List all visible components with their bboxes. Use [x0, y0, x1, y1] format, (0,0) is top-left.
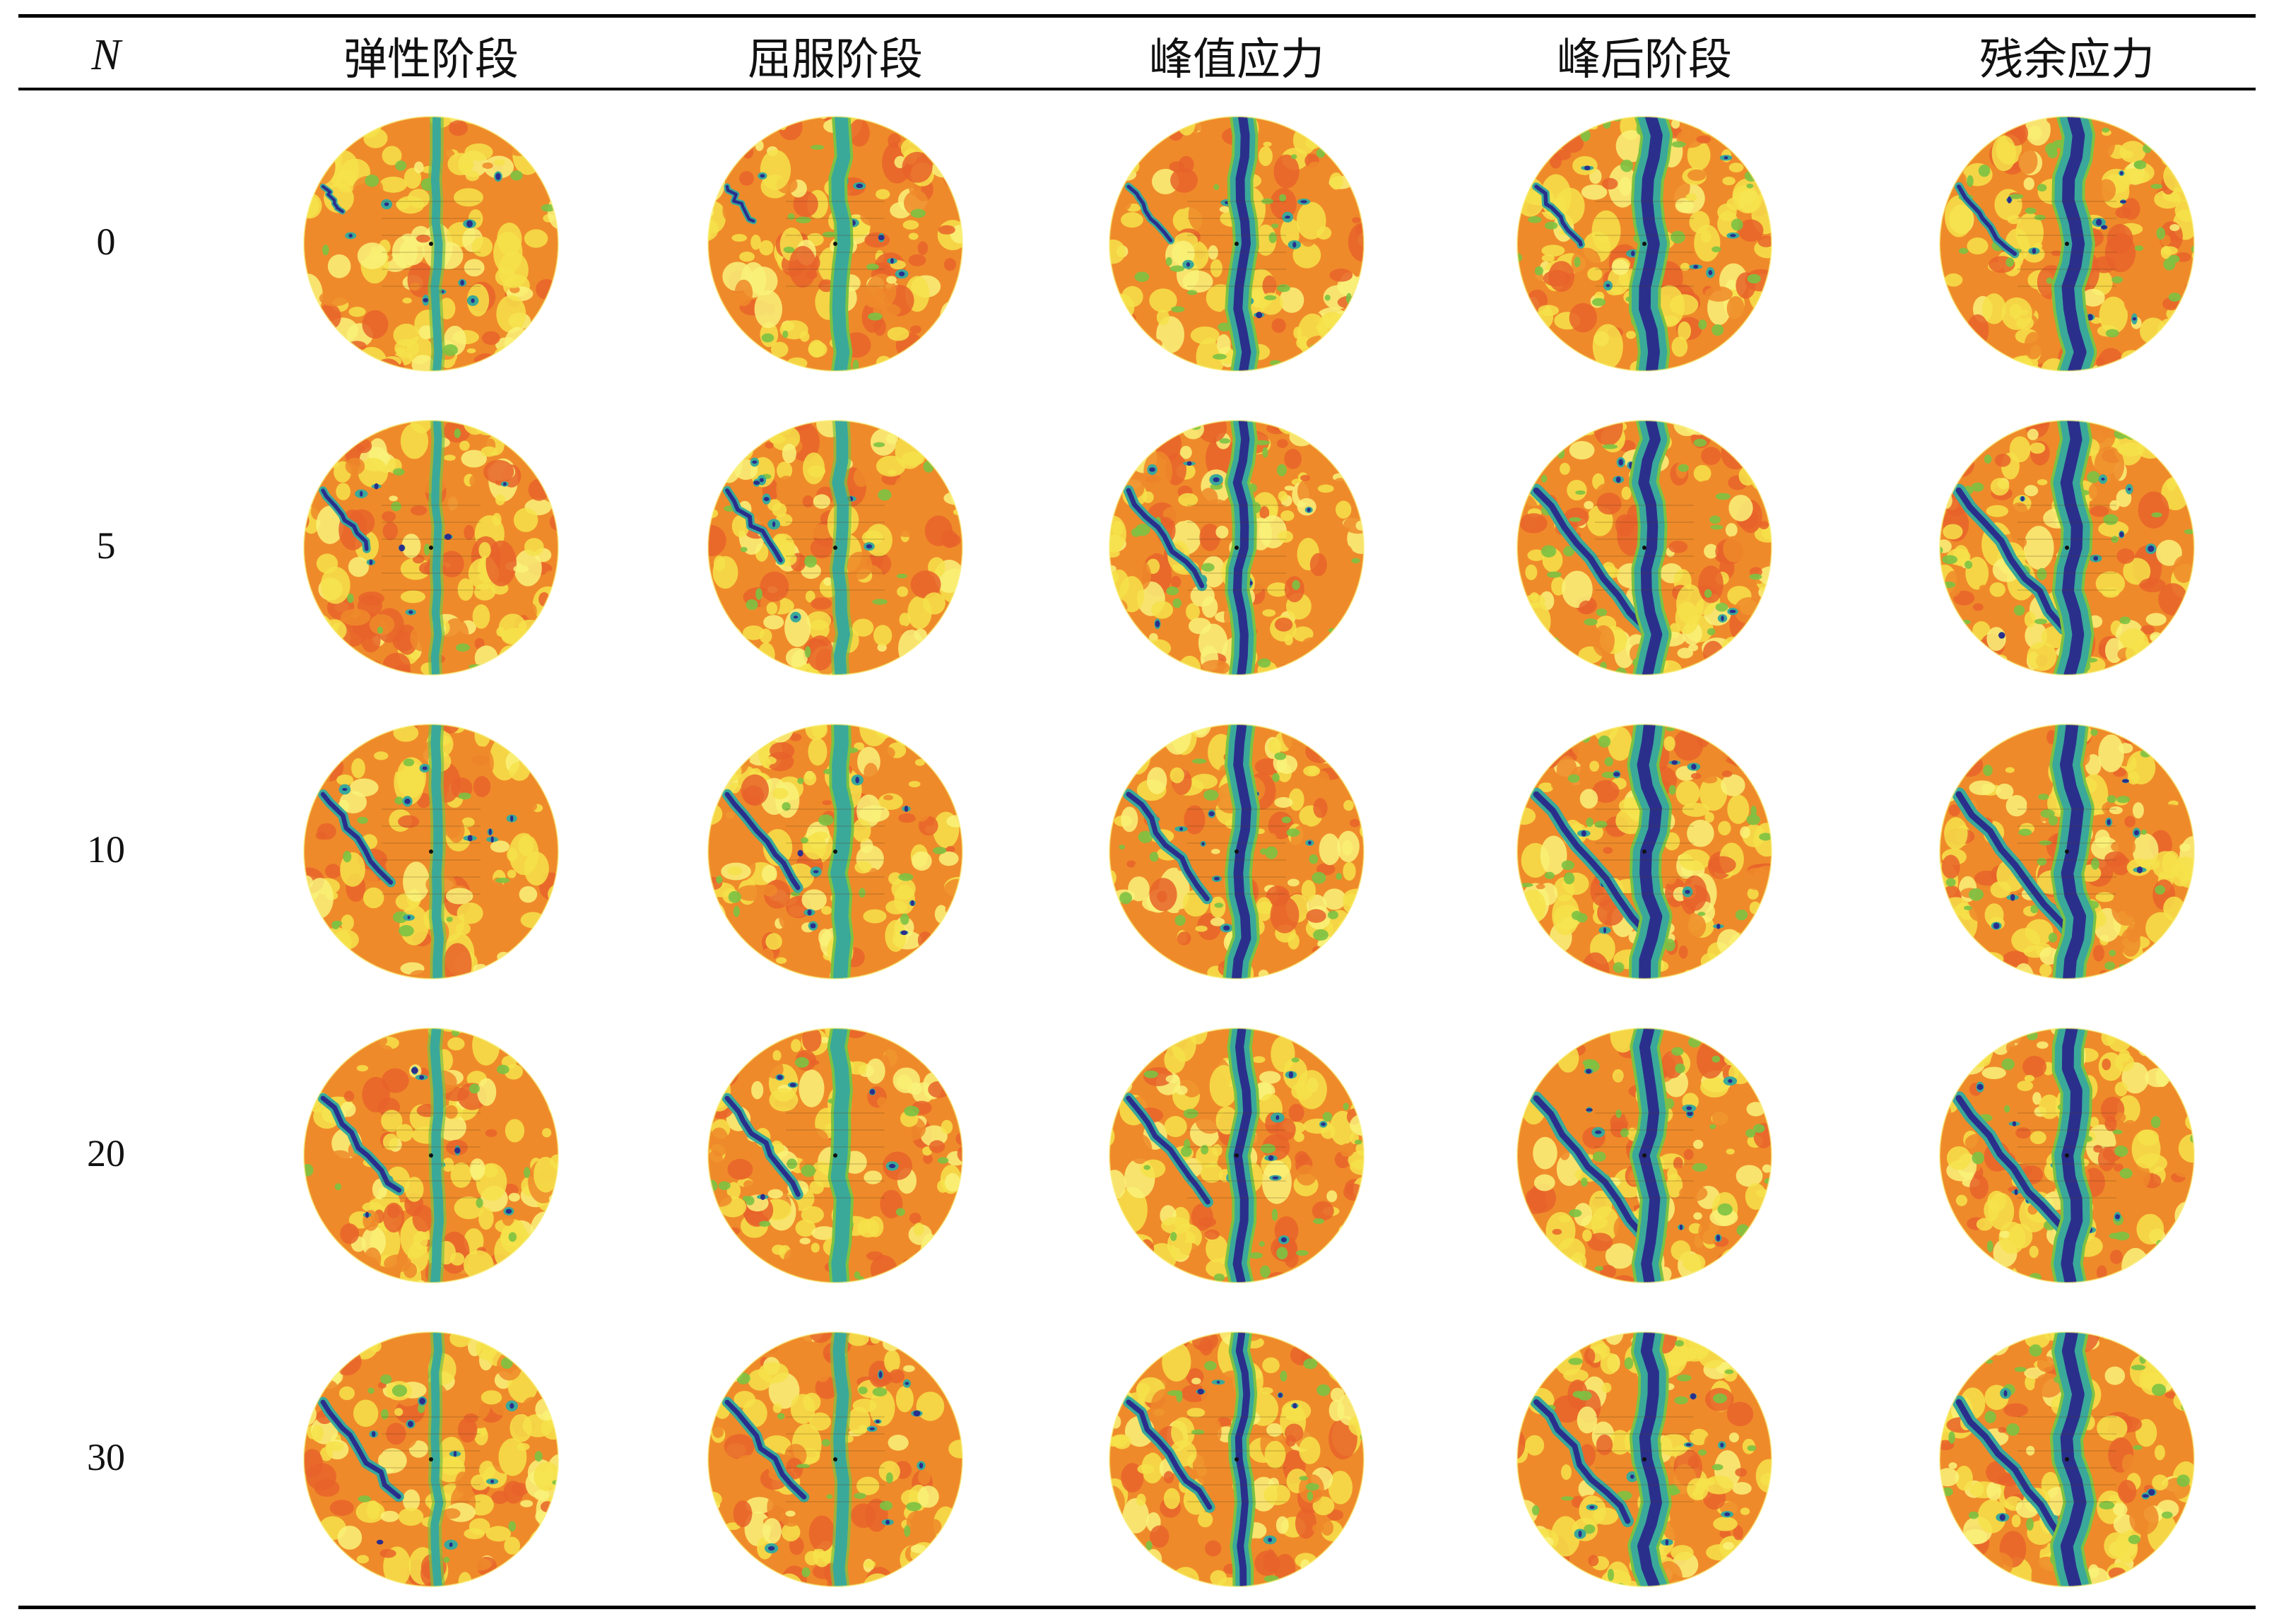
stress-field-0-3 [1105, 112, 1368, 375]
stress-field-10-5 [1936, 720, 2198, 983]
stress-field-10-2 [704, 720, 967, 983]
stress-field-0-5 [1936, 112, 2198, 375]
stress-field-30-3 [1105, 1328, 1368, 1591]
row-label-n-5: 5 [96, 524, 116, 567]
stress-field-5-3 [1105, 416, 1368, 679]
header-stage-peak: 峰值应力 [1148, 33, 1324, 85]
stress-field-10-4 [1513, 720, 1776, 983]
stress-field-20-2 [704, 1024, 967, 1287]
stress-field-5-1 [300, 416, 562, 679]
stress-field-20-4 [1513, 1024, 1776, 1287]
stress-field-0-4 [1513, 112, 1776, 375]
row-label-n-0: 0 [96, 220, 116, 263]
stress-field-30-2 [704, 1328, 967, 1591]
stress-field-5-5 [1936, 416, 2198, 679]
row-label-n-30: 30 [87, 1436, 125, 1478]
stress-field-20-3 [1105, 1024, 1368, 1287]
header-stage-residual: 残余应力 [1979, 33, 2155, 85]
row-label-n-10: 10 [87, 828, 125, 871]
stress-field-0-1 [300, 112, 562, 375]
header-stage-yield: 屈服阶段 [747, 33, 923, 85]
header-stage-post-peak: 峰后阶段 [1556, 33, 1732, 85]
stress-field-20-5 [1936, 1024, 2198, 1287]
stress-field-5-4 [1513, 416, 1776, 679]
stress-field-10-3 [1105, 720, 1368, 983]
header-stage-elastic: 弹性阶段 [343, 33, 519, 85]
header-cycle-count: N [91, 30, 121, 79]
table-header-rule [18, 88, 2256, 90]
table-top-rule [18, 14, 2256, 18]
stress-field-5-2 [704, 416, 967, 679]
stress-field-0-2 [704, 112, 967, 375]
stress-field-30-4 [1513, 1328, 1776, 1591]
stress-field-20-1 [300, 1024, 562, 1287]
row-label-n-20: 20 [87, 1132, 125, 1175]
table-bottom-rule [18, 1606, 2256, 1609]
stress-field-30-1 [300, 1328, 562, 1591]
stress-field-10-1 [300, 720, 562, 983]
stress-field-30-5 [1936, 1328, 2198, 1591]
